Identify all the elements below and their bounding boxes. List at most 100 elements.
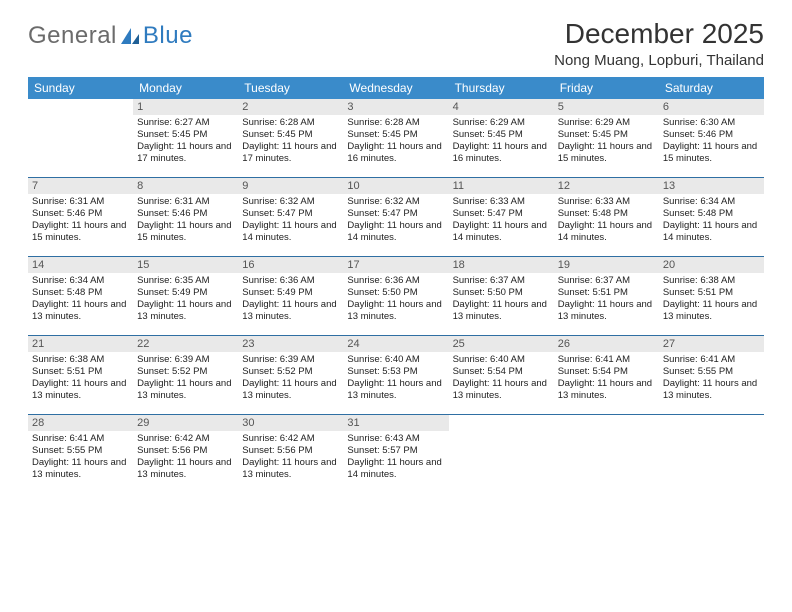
- calendar-header-cell: Monday: [133, 77, 238, 99]
- day-number: 21: [28, 336, 133, 352]
- calendar-day: 5 Sunrise: 6:29 AMSunset: 5:45 PMDaylight…: [554, 99, 659, 177]
- calendar-header-cell: Saturday: [659, 77, 764, 99]
- day-info: Sunrise: 6:30 AMSunset: 5:46 PMDaylight:…: [663, 117, 760, 165]
- day-number: 14: [28, 257, 133, 273]
- day-number: 12: [554, 178, 659, 194]
- calendar-day: 8 Sunrise: 6:31 AMSunset: 5:46 PMDaylight…: [133, 178, 238, 256]
- calendar-day: 20Sunrise: 6:38 AMSunset: 5:51 PMDayligh…: [659, 257, 764, 335]
- calendar-day: 10 Sunrise: 6:32 AMSunset: 5:47 PMDayligh…: [343, 178, 448, 256]
- day-number: 25: [449, 336, 554, 352]
- calendar-week: 7Sunrise: 6:31 AMSunset: 5:46 PMDaylight…: [28, 177, 764, 256]
- header: General Blue December 2025 Nong Muang, L…: [28, 18, 764, 69]
- day-number: 23: [238, 336, 343, 352]
- calendar-day: 1 Sunrise: 6:27 AMSunset: 5:45 PMDaylight…: [133, 99, 238, 177]
- day-number: 29: [133, 415, 238, 431]
- calendar-day: 23 Sunrise: 6:39 AMSunset: 5:52 PMDayligh…: [238, 336, 343, 414]
- day-info: Sunrise: 6:32 AMSunset: 5:47 PMDaylight:…: [347, 196, 444, 244]
- day-number: 30: [238, 415, 343, 431]
- day-number: 31: [343, 415, 448, 431]
- page-title: December 2025: [554, 18, 764, 50]
- calendar-week: .1 Sunrise: 6:27 AMSunset: 5:45 PMDayligh…: [28, 99, 764, 177]
- day-info: Sunrise: 6:32 AMSunset: 5:47 PMDaylight:…: [242, 196, 339, 244]
- calendar-day: 3 Sunrise: 6:28 AMSunset: 5:45 PMDaylight…: [343, 99, 448, 177]
- calendar-day: 27Sunrise: 6:41 AMSunset: 5:55 PMDayligh…: [659, 336, 764, 414]
- calendar-day: 12Sunrise: 6:33 AMSunset: 5:48 PMDayligh…: [554, 178, 659, 256]
- day-info: Sunrise: 6:37 AMSunset: 5:50 PMDaylight:…: [453, 275, 550, 323]
- brand-logo: General Blue: [28, 18, 193, 50]
- day-info: Sunrise: 6:39 AMSunset: 5:52 PMDaylight:…: [137, 354, 234, 402]
- calendar-day: 9 Sunrise: 6:32 AMSunset: 5:47 PMDaylight…: [238, 178, 343, 256]
- day-number: 13: [659, 178, 764, 194]
- day-info: Sunrise: 6:38 AMSunset: 5:51 PMDaylight:…: [663, 275, 760, 323]
- day-info: Sunrise: 6:41 AMSunset: 5:55 PMDaylight:…: [663, 354, 760, 402]
- calendar-header-cell: Thursday: [449, 77, 554, 99]
- calendar-header-cell: Sunday: [28, 77, 133, 99]
- calendar-day: 4 Sunrise: 6:29 AMSunset: 5:45 PMDaylight…: [449, 99, 554, 177]
- calendar-day: .: [449, 415, 554, 493]
- calendar-day: 22 Sunrise: 6:39 AMSunset: 5:52 PMDayligh…: [133, 336, 238, 414]
- calendar-day: 6 Sunrise: 6:30 AMSunset: 5:46 PMDaylight…: [659, 99, 764, 177]
- calendar-day: 29 Sunrise: 6:42 AMSunset: 5:56 PMDayligh…: [133, 415, 238, 493]
- day-number: 4: [449, 99, 554, 115]
- day-info: Sunrise: 6:39 AMSunset: 5:52 PMDaylight:…: [242, 354, 339, 402]
- brand-part1: General: [28, 22, 117, 50]
- day-info: Sunrise: 6:28 AMSunset: 5:45 PMDaylight:…: [242, 117, 339, 165]
- day-number: 5: [554, 99, 659, 115]
- day-info: Sunrise: 6:27 AMSunset: 5:45 PMDaylight:…: [137, 117, 234, 165]
- calendar-day: 14 Sunrise: 6:34 AMSunset: 5:48 PMDayligh…: [28, 257, 133, 335]
- day-number: 2: [238, 99, 343, 115]
- day-info: Sunrise: 6:34 AMSunset: 5:48 PMDaylight:…: [32, 275, 129, 323]
- calendar-day: 19 Sunrise: 6:37 AMSunset: 5:51 PMDayligh…: [554, 257, 659, 335]
- day-number: 16: [238, 257, 343, 273]
- day-info: Sunrise: 6:41 AMSunset: 5:54 PMDaylight:…: [558, 354, 655, 402]
- calendar-day: 21 Sunrise: 6:38 AMSunset: 5:51 PMDayligh…: [28, 336, 133, 414]
- day-info: Sunrise: 6:37 AMSunset: 5:51 PMDaylight:…: [558, 275, 655, 323]
- day-number: 10: [343, 178, 448, 194]
- calendar-day: 26 Sunrise: 6:41 AMSunset: 5:54 PMDayligh…: [554, 336, 659, 414]
- day-info: Sunrise: 6:29 AMSunset: 5:45 PMDaylight:…: [558, 117, 655, 165]
- day-number: 22: [133, 336, 238, 352]
- day-info: Sunrise: 6:36 AMSunset: 5:50 PMDaylight:…: [347, 275, 444, 323]
- calendar-day: 7Sunrise: 6:31 AMSunset: 5:46 PMDaylight…: [28, 178, 133, 256]
- day-number: 11: [449, 178, 554, 194]
- day-number: 6: [659, 99, 764, 115]
- calendar-day: .: [28, 99, 133, 177]
- day-number: 1: [133, 99, 238, 115]
- calendar-day: 30Sunrise: 6:42 AMSunset: 5:56 PMDayligh…: [238, 415, 343, 493]
- day-info: Sunrise: 6:28 AMSunset: 5:45 PMDaylight:…: [347, 117, 444, 165]
- calendar-day: 18 Sunrise: 6:37 AMSunset: 5:50 PMDayligh…: [449, 257, 554, 335]
- day-info: Sunrise: 6:38 AMSunset: 5:51 PMDaylight:…: [32, 354, 129, 402]
- calendar: SundayMondayTuesdayWednesdayThursdayFrid…: [28, 77, 764, 493]
- sail-icon: [119, 26, 141, 46]
- day-info: Sunrise: 6:29 AMSunset: 5:45 PMDaylight:…: [453, 117, 550, 165]
- day-info: Sunrise: 6:36 AMSunset: 5:49 PMDaylight:…: [242, 275, 339, 323]
- calendar-day: 11Sunrise: 6:33 AMSunset: 5:47 PMDayligh…: [449, 178, 554, 256]
- day-info: Sunrise: 6:40 AMSunset: 5:53 PMDaylight:…: [347, 354, 444, 402]
- calendar-day: .: [659, 415, 764, 493]
- brand-part2: Blue: [143, 22, 193, 50]
- calendar-day: 28Sunrise: 6:41 AMSunset: 5:55 PMDayligh…: [28, 415, 133, 493]
- day-number: 19: [554, 257, 659, 273]
- calendar-header-row: SundayMondayTuesdayWednesdayThursdayFrid…: [28, 77, 764, 99]
- day-number: 8: [133, 178, 238, 194]
- day-info: Sunrise: 6:31 AMSunset: 5:46 PMDaylight:…: [137, 196, 234, 244]
- calendar-day: 16 Sunrise: 6:36 AMSunset: 5:49 PMDayligh…: [238, 257, 343, 335]
- day-number: 3: [343, 99, 448, 115]
- calendar-week: 14 Sunrise: 6:34 AMSunset: 5:48 PMDayligh…: [28, 256, 764, 335]
- calendar-day: .: [554, 415, 659, 493]
- calendar-header-cell: Tuesday: [238, 77, 343, 99]
- day-info: Sunrise: 6:41 AMSunset: 5:55 PMDaylight:…: [32, 433, 129, 481]
- day-info: Sunrise: 6:31 AMSunset: 5:46 PMDaylight:…: [32, 196, 129, 244]
- calendar-day: 24Sunrise: 6:40 AMSunset: 5:53 PMDayligh…: [343, 336, 448, 414]
- calendar-day: 13Sunrise: 6:34 AMSunset: 5:48 PMDayligh…: [659, 178, 764, 256]
- day-number: 26: [554, 336, 659, 352]
- day-info: Sunrise: 6:42 AMSunset: 5:56 PMDaylight:…: [137, 433, 234, 481]
- day-info: Sunrise: 6:35 AMSunset: 5:49 PMDaylight:…: [137, 275, 234, 323]
- day-info: Sunrise: 6:43 AMSunset: 5:57 PMDaylight:…: [347, 433, 444, 481]
- calendar-week: 21 Sunrise: 6:38 AMSunset: 5:51 PMDayligh…: [28, 335, 764, 414]
- calendar-day: 15 Sunrise: 6:35 AMSunset: 5:49 PMDayligh…: [133, 257, 238, 335]
- day-number: 9: [238, 178, 343, 194]
- day-number: 18: [449, 257, 554, 273]
- calendar-day: 25Sunrise: 6:40 AMSunset: 5:54 PMDayligh…: [449, 336, 554, 414]
- day-number: 15: [133, 257, 238, 273]
